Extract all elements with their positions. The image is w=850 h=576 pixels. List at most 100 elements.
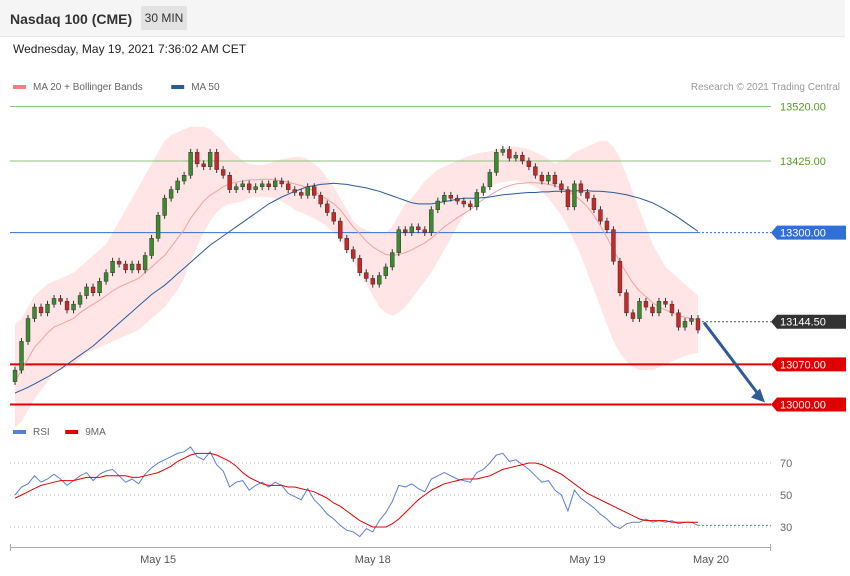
- candle-body: [604, 220, 610, 230]
- candle-body: [259, 183, 265, 187]
- candle-body: [32, 306, 37, 319]
- candle-body: [331, 212, 336, 222]
- candle-body: [351, 249, 356, 259]
- candle-body: [572, 183, 577, 208]
- candle-body: [650, 306, 655, 314]
- arrow-shaft: [702, 321, 762, 398]
- bollinger-band-area: [15, 126, 698, 428]
- candlesticks: [12, 146, 701, 386]
- candle-body: [396, 229, 401, 253]
- candle-body: [253, 186, 258, 190]
- candle-body: [624, 292, 629, 314]
- candle-body: [338, 220, 343, 239]
- candle-body: [299, 192, 304, 196]
- candle-body: [455, 197, 460, 202]
- candle-body: [149, 238, 154, 256]
- candle-body: [201, 163, 206, 167]
- candle-body: [214, 152, 219, 170]
- rsi-level-label-2: 30: [780, 522, 792, 534]
- candle-body: [77, 295, 83, 305]
- level-5-badge: [771, 397, 846, 412]
- candle-body: [220, 169, 226, 176]
- level-0-label: 13520.00: [780, 102, 826, 114]
- level-1-label: 13425.00: [780, 156, 826, 168]
- rsi-level-label-0: 70: [780, 458, 792, 470]
- candle-body: [435, 200, 441, 210]
- candle-body: [58, 298, 63, 302]
- rsi-level-label-1: 50: [780, 490, 792, 502]
- candle-body: [155, 215, 161, 239]
- candle-body: [598, 209, 603, 222]
- candle-body: [103, 272, 109, 282]
- candle-body: [168, 189, 174, 199]
- level-4-badge: [771, 357, 846, 372]
- candle-body: [318, 195, 323, 205]
- rsi-legend-swatch-0: [13, 430, 26, 434]
- candle-body: [272, 180, 278, 187]
- rsi-legend-swatch-1: [65, 430, 79, 434]
- datetime-label: Wednesday, May 19, 2021 7:36:02 AM CET: [13, 42, 247, 56]
- forecast-arrow: [702, 321, 765, 403]
- candle-body: [207, 152, 213, 167]
- candle-body: [442, 195, 447, 202]
- candle-body: [305, 186, 310, 196]
- copyright-label: Research © 2021 Trading Central: [691, 82, 840, 93]
- candle-body: [279, 180, 284, 185]
- candle-body: [539, 175, 545, 182]
- candle-body: [422, 229, 428, 233]
- candle-body: [533, 166, 538, 176]
- candle-body: [468, 203, 473, 208]
- level-3-label: 13144.50: [780, 317, 826, 329]
- ma20-line: [14, 178, 699, 382]
- x-axis: May 15 May 18 May 19 May 20: [10, 544, 771, 566]
- timeframe-button[interactable]: 30 MIN: [141, 6, 187, 30]
- candle-body: [403, 229, 408, 233]
- candle-body: [416, 226, 421, 230]
- level-3-badge: [771, 314, 846, 329]
- candle-body: [25, 318, 31, 342]
- x-axis-label-1: May 18: [355, 554, 391, 566]
- x-axis-label-2: May 19: [569, 554, 605, 566]
- candle-body: [162, 197, 167, 216]
- candle-body: [546, 175, 551, 182]
- candle-body: [448, 195, 454, 199]
- bollinger-bands: [15, 126, 698, 428]
- moving-averages: [14, 178, 699, 394]
- legend-label-0: MA 20 + Bollinger Bands: [33, 82, 143, 93]
- candle-body: [370, 278, 375, 285]
- candle-body: [520, 154, 525, 162]
- level-2-label: 13300.00: [780, 228, 826, 240]
- candle-body: [12, 369, 18, 382]
- candle-body: [565, 189, 571, 208]
- candle-body: [689, 318, 694, 322]
- candle-body: [194, 152, 200, 165]
- candle-body: [643, 301, 649, 308]
- legend-label-1: MA 50: [191, 82, 220, 93]
- rsi-legend: RSI 9MA: [13, 427, 106, 438]
- candle-body: [181, 175, 187, 182]
- price-levels: 13520.00 13425.00 13300.00 13144.50 13070.00…: [10, 102, 846, 412]
- ma50-line: [14, 182, 699, 394]
- candle-body: [663, 301, 668, 305]
- candle-body: [617, 260, 623, 294]
- candle-body: [630, 312, 636, 319]
- candle-body: [142, 255, 148, 271]
- candle-body: [325, 203, 330, 213]
- candle-body: [429, 209, 434, 233]
- candle-body: [383, 266, 388, 276]
- candle-body: [487, 172, 493, 187]
- candle-body: [64, 301, 70, 311]
- arrow-head: [751, 388, 765, 403]
- candle-body: [669, 303, 675, 314]
- candle-body: [38, 306, 44, 314]
- candle-body: [285, 183, 291, 190]
- header-bar: Nasdaq 100 (CME) 30 MIN: [0, 0, 845, 37]
- level-4-label: 13070.00: [780, 359, 826, 371]
- candle-body: [188, 152, 193, 176]
- candle-body: [292, 189, 297, 193]
- candle-body: [637, 301, 642, 319]
- candle-body: [97, 281, 102, 293]
- candle-body: [507, 149, 512, 159]
- level-5-label: 13000.00: [780, 400, 826, 412]
- candle-body: [84, 286, 89, 296]
